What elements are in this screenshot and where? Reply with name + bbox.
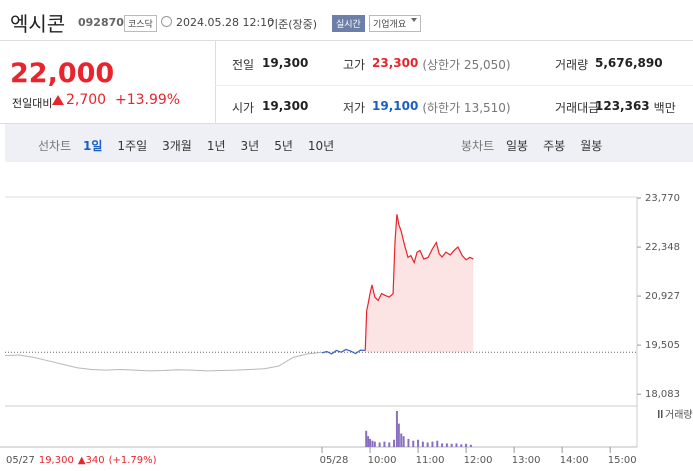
stat-note: (하한가 13,510) — [422, 101, 511, 115]
datetime: 2024.05.28 12:10 — [176, 16, 275, 29]
divider — [0, 40, 693, 41]
stat-label: 시가 — [232, 101, 255, 115]
x-tick-label: 05/28 — [320, 455, 349, 466]
volume-bar — [388, 442, 391, 447]
readout-price: 19,300 — [39, 455, 74, 466]
stat-value: 23,300 — [372, 56, 419, 70]
volume-bar — [395, 411, 398, 447]
stock-code: 092870 — [78, 16, 124, 29]
volume-bar — [436, 440, 439, 447]
stat-label: 전일 — [232, 58, 255, 72]
volume-bar — [383, 441, 386, 447]
market-badge: 코스닥 — [124, 15, 157, 32]
stat-label: 거래대금 — [555, 101, 600, 115]
divider — [215, 41, 216, 123]
tab[interactable]: 1주일 — [117, 139, 148, 153]
y-tick-label: 23,770 — [645, 193, 680, 204]
volume-bar — [397, 423, 400, 447]
clock-icon — [161, 16, 172, 27]
stat-note: (상한가 25,050) — [422, 58, 511, 72]
x-tick-label: 13:00 — [512, 455, 541, 466]
change-percent: +13.99% — [115, 92, 181, 108]
volume-bar — [367, 436, 370, 447]
volume-bar — [441, 443, 444, 447]
stat-label: 고가 — [343, 58, 366, 72]
tab-group-label: 선차트 — [38, 139, 72, 153]
tab[interactable]: 3개월 — [162, 139, 192, 153]
dropdown-arrow — [411, 18, 417, 25]
change: 2,700 — [66, 92, 107, 108]
volume-bar — [393, 439, 396, 447]
tab[interactable]: 5년 — [274, 139, 293, 153]
y-tick-label: 22,348 — [645, 242, 680, 253]
stat-value: 19,300 — [262, 56, 309, 70]
volume-bar — [378, 442, 381, 447]
company-info-button[interactable]: 기업개요 — [369, 15, 422, 32]
legend-icon — [658, 410, 660, 418]
tab-bar — [5, 124, 693, 162]
tab[interactable]: 1년 — [206, 139, 226, 153]
volume-bar — [365, 430, 368, 447]
up-arrow — [52, 95, 64, 105]
tab[interactable]: 1일 — [83, 139, 103, 153]
readout-pct: (+1.79%) — [109, 455, 157, 466]
basis: 기준(장중) — [268, 18, 318, 31]
change-label: 전일대비 — [12, 97, 53, 110]
legend-icon — [661, 410, 663, 418]
tab[interactable]: 3년 — [240, 139, 260, 153]
volume-bar — [407, 438, 410, 447]
volume-bar — [465, 443, 468, 447]
legend-label: 거래량 — [665, 409, 693, 421]
previous-line — [4, 351, 323, 372]
y-tick-label: 18,083 — [645, 389, 680, 400]
volume-bar — [426, 442, 429, 447]
price-line — [364, 214, 474, 351]
stat-value: 19,100 — [372, 99, 419, 113]
stat-unit: 백만 — [653, 101, 676, 115]
readout-date: 05/27 — [6, 455, 35, 466]
volume-bar — [460, 444, 463, 447]
stat-label: 저가 — [343, 101, 366, 115]
x-tick-label: 12:00 — [464, 455, 493, 466]
x-tick-label: 10:00 — [368, 455, 397, 466]
volume-bar — [445, 443, 448, 447]
tab[interactable]: 10년 — [307, 139, 335, 153]
volume-bar — [402, 436, 405, 447]
tab[interactable]: 월봉 — [580, 139, 603, 153]
x-tick-label: 11:00 — [416, 455, 445, 466]
chart: 23,770 22,348 20,927 19,505 18,083 05/28 10:00… — [0, 193, 693, 466]
stat-label: 거래량 — [555, 58, 589, 72]
realtime-badge[interactable]: 실시간 — [332, 15, 365, 32]
volume-bar — [412, 440, 415, 447]
volume-bar — [373, 441, 376, 447]
volume-bar — [450, 443, 453, 447]
readout-change: ▲340 — [78, 455, 105, 466]
volume-bar — [417, 439, 420, 447]
tab-group-label: 봉차트 — [461, 139, 495, 153]
current-price: 22,000 — [10, 58, 115, 89]
y-tick-label: 19,505 — [645, 340, 680, 351]
divider — [0, 123, 693, 124]
stock-name: 엑시콘 — [10, 12, 66, 36]
divider — [215, 85, 693, 86]
y-tick-label: 20,927 — [645, 291, 680, 302]
x-tick-label: 15:00 — [608, 455, 637, 466]
stat-value: 5,676,890 — [595, 56, 663, 70]
volume-bar — [431, 441, 434, 447]
x-tick-label: 14:00 — [560, 455, 589, 466]
volume-bar — [455, 443, 458, 447]
volume-bar — [469, 444, 472, 447]
volume-bar — [371, 440, 374, 447]
volume-bar — [421, 441, 424, 447]
stat-value: 19,300 — [262, 99, 309, 113]
tab[interactable]: 주봉 — [543, 139, 566, 153]
stat-value: 123,363 — [595, 99, 650, 113]
price-line — [321, 348, 366, 355]
price-area — [365, 214, 474, 353]
volume-bar — [400, 433, 403, 447]
volume-bar — [369, 438, 372, 447]
tab[interactable]: 일봉 — [506, 139, 529, 153]
